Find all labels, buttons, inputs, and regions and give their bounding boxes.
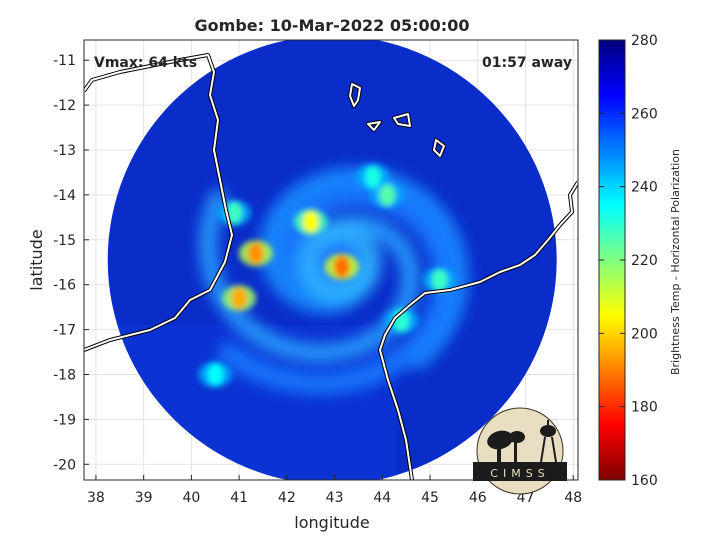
y-tick-label: -16 (53, 278, 76, 294)
x-tick-label: 42 (278, 490, 296, 506)
x-axis: 38 39 40 41 42 43 44 45 46 47 48 (87, 475, 582, 506)
madagascar-coast (379, 181, 578, 480)
chart-title: Gombe: 10-Mar-2022 05:00:00 (195, 16, 470, 35)
x-tick-label: 39 (135, 490, 153, 506)
warm-spot (364, 165, 381, 188)
warm-spots (198, 163, 457, 388)
colorbar-tick-label: 180 (631, 400, 658, 416)
x-tick-label: 43 (326, 490, 344, 506)
warm-spot (226, 201, 243, 224)
warm-spot (333, 255, 350, 278)
x-tick-label: 48 (564, 490, 582, 506)
y-tick-label: -18 (53, 367, 76, 383)
y-tick-label: -12 (53, 98, 76, 114)
x-tick-label: 40 (182, 490, 200, 506)
x-tick-label: 46 (469, 490, 487, 506)
island-coast (349, 83, 361, 107)
colorbar-tick-label: 160 (631, 473, 658, 489)
warm-spot (247, 242, 264, 265)
y-tick-label: -13 (53, 143, 76, 159)
mainland-coast (84, 54, 233, 351)
island-coast (367, 121, 381, 131)
warm-spot (379, 183, 396, 206)
warm-spot (207, 363, 224, 386)
warm-spot (231, 287, 248, 310)
y-tick-label: -11 (53, 53, 76, 69)
cloud-band (217, 185, 455, 395)
colorbar-tick-label: 240 (631, 180, 658, 196)
island-coast (393, 113, 411, 127)
y-tick-label: -17 (53, 323, 76, 339)
y-tick-label: -15 (53, 233, 76, 249)
swath-layer (107, 40, 557, 480)
plot-frame (83, 39, 579, 481)
coastlines (84, 53, 578, 480)
colorbar-tick-label: 220 (631, 253, 658, 269)
vmax-annotation: Vmax: 64 kts (94, 55, 197, 71)
colorbar-tick-label: 200 (631, 326, 658, 342)
x-tick-label: 45 (421, 490, 439, 506)
colorbar-tick-label: 280 (631, 33, 658, 49)
x-tick-label: 44 (373, 490, 391, 506)
y-tick-label: -19 (53, 412, 76, 428)
x-tick-label: 41 (230, 490, 248, 506)
y-tick-label: -14 (53, 188, 76, 204)
colorbar-ticks: 280 260 240 220 200 180 160 (599, 33, 658, 489)
x-axis-label: longitude (294, 513, 369, 532)
colorbar-label: Brightness Temp - Horizontal Polarizatio… (669, 149, 682, 375)
colorbar-tick-label: 260 (631, 106, 658, 122)
y-axis-label: latitude (27, 229, 46, 290)
warm-spot (302, 210, 319, 233)
logo-text: CIMSS (490, 467, 549, 480)
warm-spot (431, 269, 448, 292)
y-tick-label: -20 (53, 457, 76, 473)
time-offset-annotation: 01:57 away (482, 55, 572, 71)
y-axis: -11 -12 -13 -14 -15 -16 -17 -18 -19 -20 (53, 53, 89, 473)
cimss-logo: CIMSS (473, 407, 567, 495)
island-coast (433, 139, 445, 157)
x-tick-label: 38 (87, 490, 105, 506)
